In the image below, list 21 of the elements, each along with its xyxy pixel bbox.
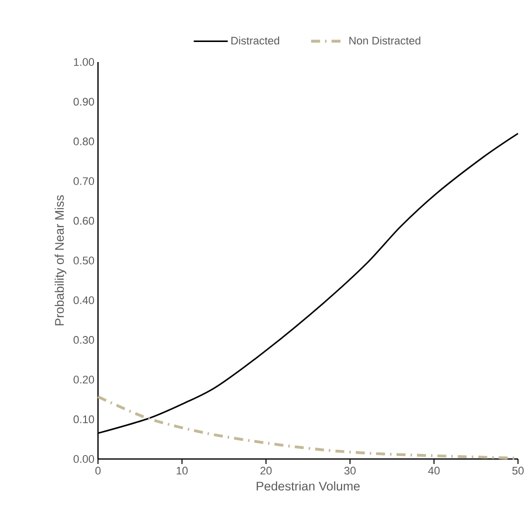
y-tick-label: 0.30 — [74, 336, 94, 344]
y-tick-label: 0.20 — [74, 376, 94, 384]
x-tick-label: 10 — [176, 466, 188, 475]
y-tick-label: 0.10 — [74, 415, 94, 424]
y-axis-title: Probability of Near Miss — [54, 195, 66, 326]
y-tick-label: 0.60 — [74, 216, 94, 225]
x-tick-label: 20 — [260, 466, 272, 475]
y-tick-label: 0.80 — [74, 138, 94, 146]
x-tick-label: 30 — [344, 466, 356, 475]
y-tick-label: 0.50 — [74, 256, 94, 264]
y-tick-label: 1.00 — [74, 58, 94, 66]
legend-label: Non Distracted — [349, 36, 420, 45]
y-tick-label: 0.40 — [74, 296, 94, 304]
x-axis-title: Pedestrian Volume — [256, 481, 360, 491]
x-tick-label: 50 — [512, 466, 524, 475]
y-tick-label: 0.70 — [74, 177, 94, 185]
y-tick-label: 0.00 — [74, 455, 94, 463]
legend-label: Distracted — [231, 36, 280, 45]
y-tick-label: 0.90 — [74, 98, 94, 106]
x-tick-label: 40 — [428, 466, 440, 475]
x-tick-label: 0 — [95, 466, 101, 475]
